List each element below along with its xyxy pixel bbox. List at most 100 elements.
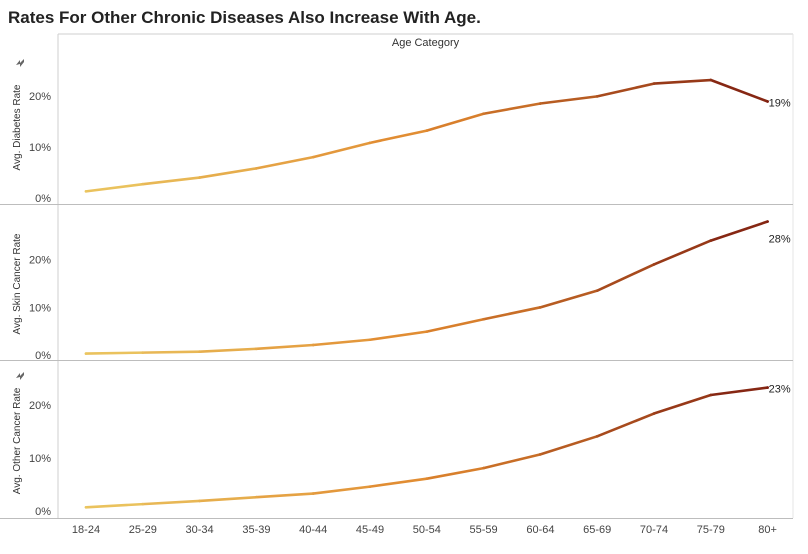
x-tick-label: 60-64 [526, 524, 554, 536]
data-point[interactable] [482, 317, 485, 321]
y-axis-label: Avg. Other Cancer Rate [12, 387, 23, 494]
sort-icon[interactable] [16, 59, 24, 67]
series-line-segment [198, 167, 258, 179]
series-line-segment [539, 289, 599, 309]
series-line-segment [255, 343, 315, 351]
data-point[interactable] [709, 78, 713, 82]
series-line-segment [709, 78, 769, 103]
series-line-segment [652, 393, 713, 415]
series-line-segment [141, 176, 201, 186]
y-tick-label: 0% [35, 193, 51, 205]
data-point[interactable] [141, 182, 145, 186]
end-value-label: 23% [769, 384, 791, 396]
data-point[interactable] [652, 263, 656, 266]
data-point[interactable] [595, 95, 599, 98]
series-line-segment [595, 412, 656, 438]
data-point[interactable] [539, 306, 542, 309]
end-value-label: 19% [769, 97, 791, 109]
y-tick-label: 0% [35, 350, 51, 362]
series-line-segment [425, 112, 485, 132]
series-line-segment [709, 220, 769, 242]
y-tick-label: 20% [29, 400, 51, 412]
data-point[interactable] [425, 477, 429, 480]
data-point[interactable] [482, 466, 485, 470]
data-point[interactable] [539, 453, 542, 456]
series-line-segment [311, 141, 372, 159]
series-line-segment [311, 485, 372, 495]
x-tick-label: 35-39 [242, 524, 270, 536]
data-point[interactable] [198, 350, 201, 353]
data-point[interactable] [652, 412, 656, 415]
y-tick-label: 10% [29, 453, 51, 465]
data-point[interactable] [198, 176, 201, 179]
series-line-segment [539, 435, 599, 456]
data-point[interactable] [425, 129, 429, 132]
y-axis-label: Avg. Diabetes Rate [12, 84, 23, 170]
data-point[interactable] [198, 499, 201, 503]
series-line-segment [84, 351, 145, 355]
data-point[interactable] [84, 190, 88, 193]
series-line-segment [141, 499, 201, 506]
data-point[interactable] [141, 351, 145, 354]
data-point[interactable] [595, 435, 599, 438]
data-point[interactable] [368, 338, 372, 342]
series-line-segment [482, 102, 542, 116]
data-point[interactable] [368, 141, 372, 145]
series-line-segment [141, 350, 201, 354]
series-line-segment [198, 347, 258, 353]
series-line-segment [425, 466, 485, 480]
data-point[interactable] [311, 492, 315, 495]
data-point[interactable] [539, 102, 542, 105]
data-point[interactable] [652, 82, 656, 85]
x-tick-label: 55-59 [470, 524, 498, 536]
chart-title: Rates For Other Chronic Diseases Also In… [8, 8, 481, 27]
x-tick-label: 75-79 [697, 524, 725, 536]
y-tick-label: 20% [29, 91, 51, 103]
series-line-segment [425, 317, 485, 333]
x-tick-label: 30-34 [186, 524, 214, 536]
series-line-segment [84, 182, 145, 193]
y-tick-label: 10% [29, 142, 51, 154]
sort-icon[interactable] [16, 372, 24, 380]
data-point[interactable] [84, 505, 88, 509]
series-line-segment [368, 129, 429, 145]
data-point[interactable] [595, 289, 599, 292]
series-line-segment [482, 453, 542, 470]
data-point[interactable] [255, 347, 258, 351]
data-point[interactable] [766, 100, 769, 103]
series-line-segment [595, 263, 656, 292]
data-point[interactable] [766, 386, 769, 389]
series-line-segment [368, 477, 429, 488]
x-tick-label: 50-54 [413, 524, 441, 536]
x-tick-label: 18-24 [72, 524, 100, 536]
series-line-segment [255, 492, 315, 499]
data-point[interactable] [425, 330, 429, 333]
column-header: Age Category [392, 37, 460, 49]
data-point[interactable] [84, 352, 88, 355]
x-tick-label: 40-44 [299, 524, 327, 536]
x-tick-label: 45-49 [356, 524, 384, 536]
data-point[interactable] [482, 112, 485, 116]
data-point[interactable] [255, 495, 258, 499]
data-point[interactable] [709, 393, 713, 397]
series-line-segment [652, 239, 713, 266]
y-tick-label: 20% [29, 255, 51, 267]
end-value-label: 28% [769, 234, 791, 246]
y-axis-label: Avg. Skin Cancer Rate [12, 233, 23, 334]
series-line-segment [652, 78, 713, 85]
series-line-segment [595, 82, 656, 98]
data-point[interactable] [255, 167, 258, 170]
data-point[interactable] [766, 220, 769, 223]
data-point[interactable] [368, 485, 372, 488]
data-point[interactable] [311, 155, 315, 159]
data-point[interactable] [311, 343, 315, 347]
y-tick-label: 0% [35, 506, 51, 518]
series-line-segment [709, 386, 769, 397]
x-tick-label: 80+ [758, 524, 777, 536]
series-line-segment [368, 330, 429, 342]
series-line-segment [255, 155, 315, 170]
data-point[interactable] [141, 502, 145, 506]
x-tick-label: 25-29 [129, 524, 157, 536]
data-point[interactable] [709, 239, 713, 242]
